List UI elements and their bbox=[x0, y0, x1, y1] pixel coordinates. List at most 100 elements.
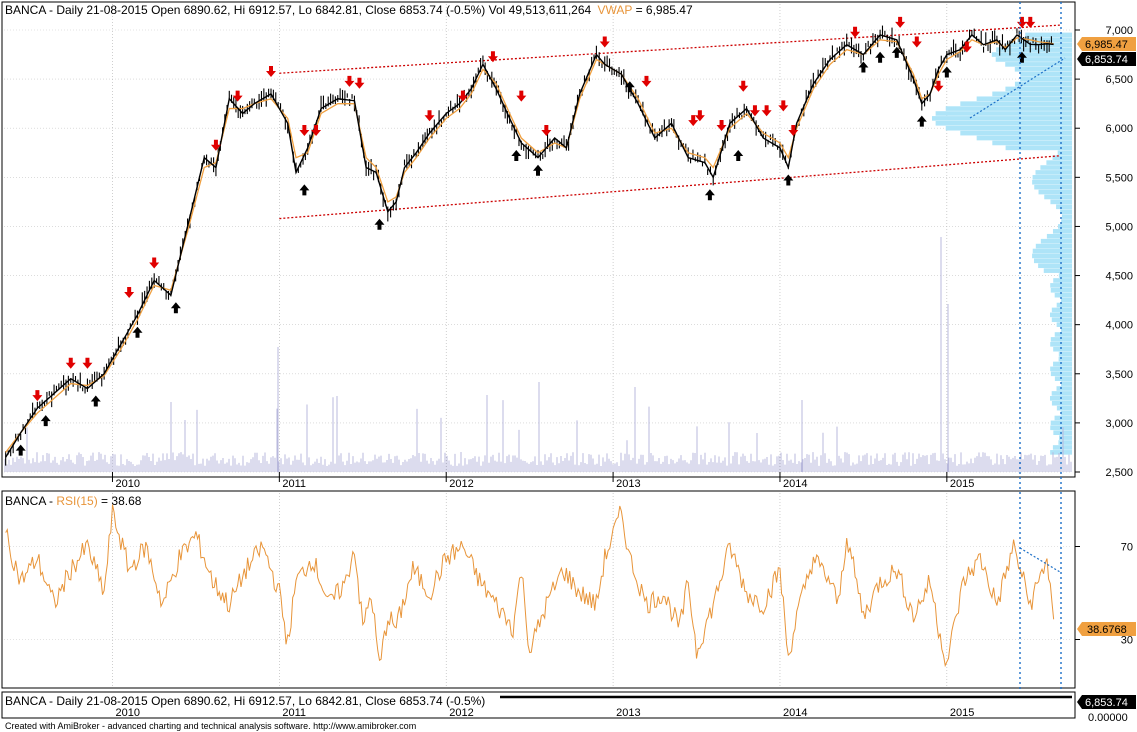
bottom-close-tag-bg bbox=[1077, 695, 1136, 709]
sell-arrow bbox=[641, 75, 652, 87]
sell-arrow bbox=[778, 100, 789, 112]
sell-arrow bbox=[344, 75, 355, 87]
close-line bbox=[5, 33, 1054, 458]
channel-lower bbox=[279, 155, 1061, 220]
profile-bar bbox=[976, 135, 1072, 141]
buy-arrow bbox=[733, 149, 744, 161]
price-tick-label: 7,000 bbox=[1105, 25, 1133, 37]
year-label: 2011 bbox=[282, 478, 306, 490]
volume-bars bbox=[4, 237, 1072, 472]
profile-bar bbox=[1056, 204, 1072, 210]
profile-bar bbox=[1050, 283, 1072, 288]
sell-arrow bbox=[911, 36, 922, 48]
buy-arrow bbox=[15, 444, 26, 456]
profile-bar bbox=[945, 125, 1072, 131]
buy-arrow bbox=[533, 164, 543, 176]
profile-bar bbox=[1056, 386, 1072, 391]
profile-bar bbox=[1005, 62, 1072, 67]
price-tick-label: 2,500 bbox=[1105, 467, 1133, 479]
profile-bar bbox=[932, 116, 1072, 121]
sell-arrow bbox=[694, 110, 705, 122]
year-label: 2013 bbox=[616, 478, 640, 490]
sell-arrow bbox=[933, 80, 944, 92]
profile-bar bbox=[991, 52, 1072, 57]
profile-bar bbox=[1058, 440, 1072, 445]
profile-bar bbox=[996, 47, 1072, 52]
sell-arrow bbox=[716, 120, 727, 132]
sell-arrow bbox=[232, 90, 243, 102]
profile-bar bbox=[1050, 342, 1072, 347]
profile-bar bbox=[1054, 332, 1072, 337]
sell-arrow bbox=[688, 115, 699, 127]
profile-bar bbox=[1057, 150, 1072, 156]
profile-bar bbox=[1052, 445, 1072, 450]
sell-arrow bbox=[788, 124, 799, 136]
profile-bar bbox=[992, 140, 1072, 146]
buy-arrow bbox=[916, 115, 927, 127]
bottom-year-label: 2014 bbox=[783, 707, 807, 719]
profile-bar bbox=[1053, 361, 1072, 367]
rsi-label: RSI(15) bbox=[56, 494, 97, 508]
buy-arrow bbox=[90, 395, 101, 407]
buy-arrow bbox=[704, 189, 715, 201]
sell-arrow bbox=[487, 51, 498, 63]
sell-arrow bbox=[65, 357, 76, 369]
profile-bar bbox=[1044, 194, 1072, 200]
rsi-tag-bg bbox=[1077, 622, 1136, 636]
vwap-label: VWAP bbox=[598, 3, 633, 17]
profile-bar bbox=[1032, 253, 1072, 259]
vwap-value: = 6,985.47 bbox=[636, 3, 693, 17]
profile-bar bbox=[1060, 209, 1072, 215]
sell-arrow bbox=[749, 105, 760, 117]
profile-bar bbox=[1056, 302, 1072, 308]
sell-arrow bbox=[210, 139, 221, 151]
buy-arrow bbox=[624, 81, 635, 93]
sell-arrow bbox=[541, 124, 552, 136]
profile-bar bbox=[1054, 415, 1072, 421]
buy-arrow bbox=[875, 51, 886, 63]
sell-arrow bbox=[311, 124, 322, 136]
buy-arrow bbox=[170, 302, 181, 314]
bottom-year-label: 2011 bbox=[282, 707, 306, 719]
price-channel bbox=[279, 24, 1061, 220]
profile-bar bbox=[1025, 32, 1072, 38]
profile-bar bbox=[935, 121, 1072, 126]
profile-bar bbox=[1052, 155, 1072, 160]
profile-bar bbox=[1032, 175, 1072, 180]
price-tick-label: 5,000 bbox=[1105, 221, 1133, 233]
rsi-y-axis: 30 70 bbox=[1075, 542, 1133, 647]
vwap-tag: 6,985.47 bbox=[1085, 39, 1128, 51]
rsi-tag: 38.6768 bbox=[1087, 624, 1127, 636]
buy-arrow bbox=[374, 218, 385, 230]
rsi-value: = 38.68 bbox=[101, 494, 142, 508]
price-tick-label: 4,500 bbox=[1105, 271, 1133, 283]
close-tag: 6,853.74 bbox=[1085, 54, 1128, 66]
buy-arrow bbox=[1016, 51, 1027, 63]
profile-bar bbox=[1038, 189, 1072, 195]
profile-bar bbox=[1017, 37, 1072, 43]
profile-bar bbox=[1032, 248, 1072, 254]
sell-arrow bbox=[1025, 16, 1036, 28]
profile-bar bbox=[1032, 179, 1072, 185]
price-grid bbox=[4, 29, 1072, 473]
profile-bar bbox=[1053, 346, 1072, 352]
profile-bar bbox=[1035, 243, 1072, 249]
profile-bar bbox=[1014, 81, 1072, 87]
profile-bar bbox=[1058, 224, 1072, 229]
profile-bar bbox=[1005, 145, 1072, 151]
bottom-year-label: 2015 bbox=[950, 707, 974, 719]
profile-bar bbox=[1056, 322, 1072, 327]
profile-bar bbox=[992, 91, 1072, 97]
profile-bar bbox=[1034, 184, 1072, 190]
price-tick-label: 6,500 bbox=[1105, 74, 1133, 86]
profile-bar bbox=[1035, 170, 1072, 175]
profile-bar bbox=[945, 106, 1072, 111]
signal-arrows bbox=[15, 16, 1036, 456]
profile-bar bbox=[1054, 292, 1072, 298]
buy-arrow bbox=[941, 66, 952, 78]
profile-bar bbox=[1060, 297, 1072, 303]
profile-bar bbox=[1040, 238, 1072, 244]
profile-bar bbox=[960, 130, 1072, 136]
rsi-line bbox=[5, 504, 1055, 668]
